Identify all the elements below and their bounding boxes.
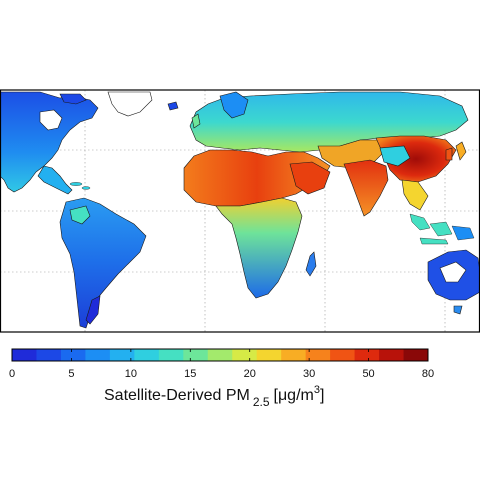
colorbar-swatch (134, 349, 160, 361)
colorbar-title-sup: 3 (314, 384, 320, 396)
africa-south (215, 197, 317, 299)
colorbar-swatch (36, 349, 62, 361)
colorbar-title-unit: [μg/m (274, 387, 314, 404)
south-america (59, 197, 147, 329)
colorbar-swatch (330, 349, 355, 361)
colorbar-swatch (379, 349, 404, 361)
colorbar-tick-label: 20 (244, 368, 256, 380)
colorbar-title-end: ] (320, 387, 324, 404)
colorbar-ticks: 0 5 10 15 20 30 50 80 (9, 349, 434, 380)
colorbar-title-sub: 2.5 (253, 395, 270, 409)
colorbar-swatch (281, 349, 307, 361)
colorbar-tick-label: 5 (68, 368, 74, 380)
colorbar-swatch (183, 349, 209, 361)
north-america (0, 91, 153, 195)
colorbar-swatch (403, 349, 429, 361)
colorbar: 0 5 10 15 20 30 50 80 Satellite-Derived PM 2.5 [μ… (9, 348, 434, 409)
colorbar-tick-label: 15 (184, 368, 196, 380)
colorbar-swatch (85, 349, 111, 361)
colorbar-swatch (354, 349, 380, 361)
colorbar-swatch (232, 349, 258, 361)
australia (427, 249, 480, 315)
colorbar-swatch (305, 349, 331, 361)
colorbar-swatch (60, 349, 86, 361)
colorbar-tick-label: 0 (9, 368, 15, 380)
colorbar-tick-label: 30 (303, 368, 315, 380)
caribbean (69, 182, 91, 190)
pm25-world-map (0, 89, 480, 333)
colorbar-tick-label: 80 (422, 368, 434, 380)
colorbar-swatch (158, 349, 184, 361)
colorbar-swatches (12, 349, 429, 361)
colorbar-swatch (109, 349, 135, 361)
colorbar-tick-label: 50 (362, 368, 374, 380)
indonesia (409, 213, 475, 245)
south-east-asia (317, 135, 467, 217)
colorbar-swatch (256, 349, 282, 361)
colorbar-tick-label: 10 (125, 368, 137, 380)
colorbar-swatch (12, 349, 37, 361)
colorbar-title: Satellite-Derived PM 2.5 [μg/m3] (104, 384, 324, 409)
colorbar-swatch (207, 349, 233, 361)
sahara-middle-east (183, 149, 331, 207)
colorbar-title-main: Satellite-Derived PM (104, 387, 250, 404)
colorbar-border (11, 348, 429, 362)
